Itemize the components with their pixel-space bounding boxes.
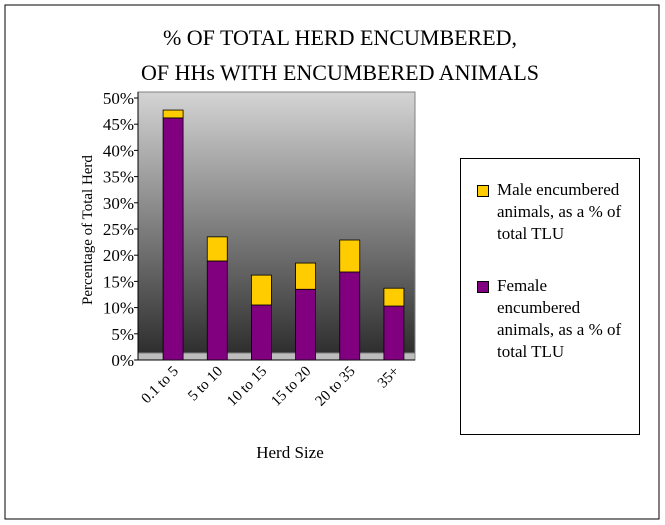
legend: Male encumbered animals, as a % of total… xyxy=(460,158,640,435)
y-tick-label: 30% xyxy=(103,194,134,213)
y-tick-label: 15% xyxy=(103,272,134,291)
y-tick-label: 10% xyxy=(103,299,134,318)
legend-swatch xyxy=(477,281,489,293)
bar-segment xyxy=(162,109,184,119)
bar-segment xyxy=(295,288,316,361)
bar-segment xyxy=(251,274,272,306)
y-tick-label: 45% xyxy=(103,115,134,134)
bar-segment xyxy=(206,260,228,361)
plot-area xyxy=(137,91,416,361)
bar-segment xyxy=(251,304,272,361)
y-tick-label: 35% xyxy=(103,168,134,187)
y-tick-label: 50% xyxy=(103,89,134,108)
bar-segment xyxy=(206,236,228,262)
legend-item: Female encumbered animals, as a % of tot… xyxy=(477,275,629,363)
bar-segment xyxy=(383,305,405,361)
y-tick-label: 0% xyxy=(111,351,134,370)
bar-segment xyxy=(295,262,316,290)
y-axis-label: Percentage of Total Herd xyxy=(80,155,96,305)
chart-subtitle: OF HHs WITH ENCUMBERED ANIMALS xyxy=(141,60,539,85)
legend-label: Male encumbered animals, as a % of total… xyxy=(497,180,622,243)
legend-label: Female encumbered animals, as a % of tot… xyxy=(497,276,622,361)
y-tick-label: 5% xyxy=(111,325,134,344)
x-axis-label: Herd Size xyxy=(256,443,324,462)
bar-segment xyxy=(162,117,184,361)
bar-segment xyxy=(339,271,361,361)
y-tick-label: 25% xyxy=(103,220,134,239)
y-tick-label: 40% xyxy=(103,141,134,160)
y-tick-label: 20% xyxy=(103,246,134,265)
bar-segment xyxy=(383,287,405,307)
bar-segment xyxy=(339,239,361,273)
legend-item: Male encumbered animals, as a % of total… xyxy=(477,179,629,245)
chart-title: % OF TOTAL HERD ENCUMBERED, xyxy=(163,25,517,50)
legend-swatch xyxy=(477,185,489,197)
